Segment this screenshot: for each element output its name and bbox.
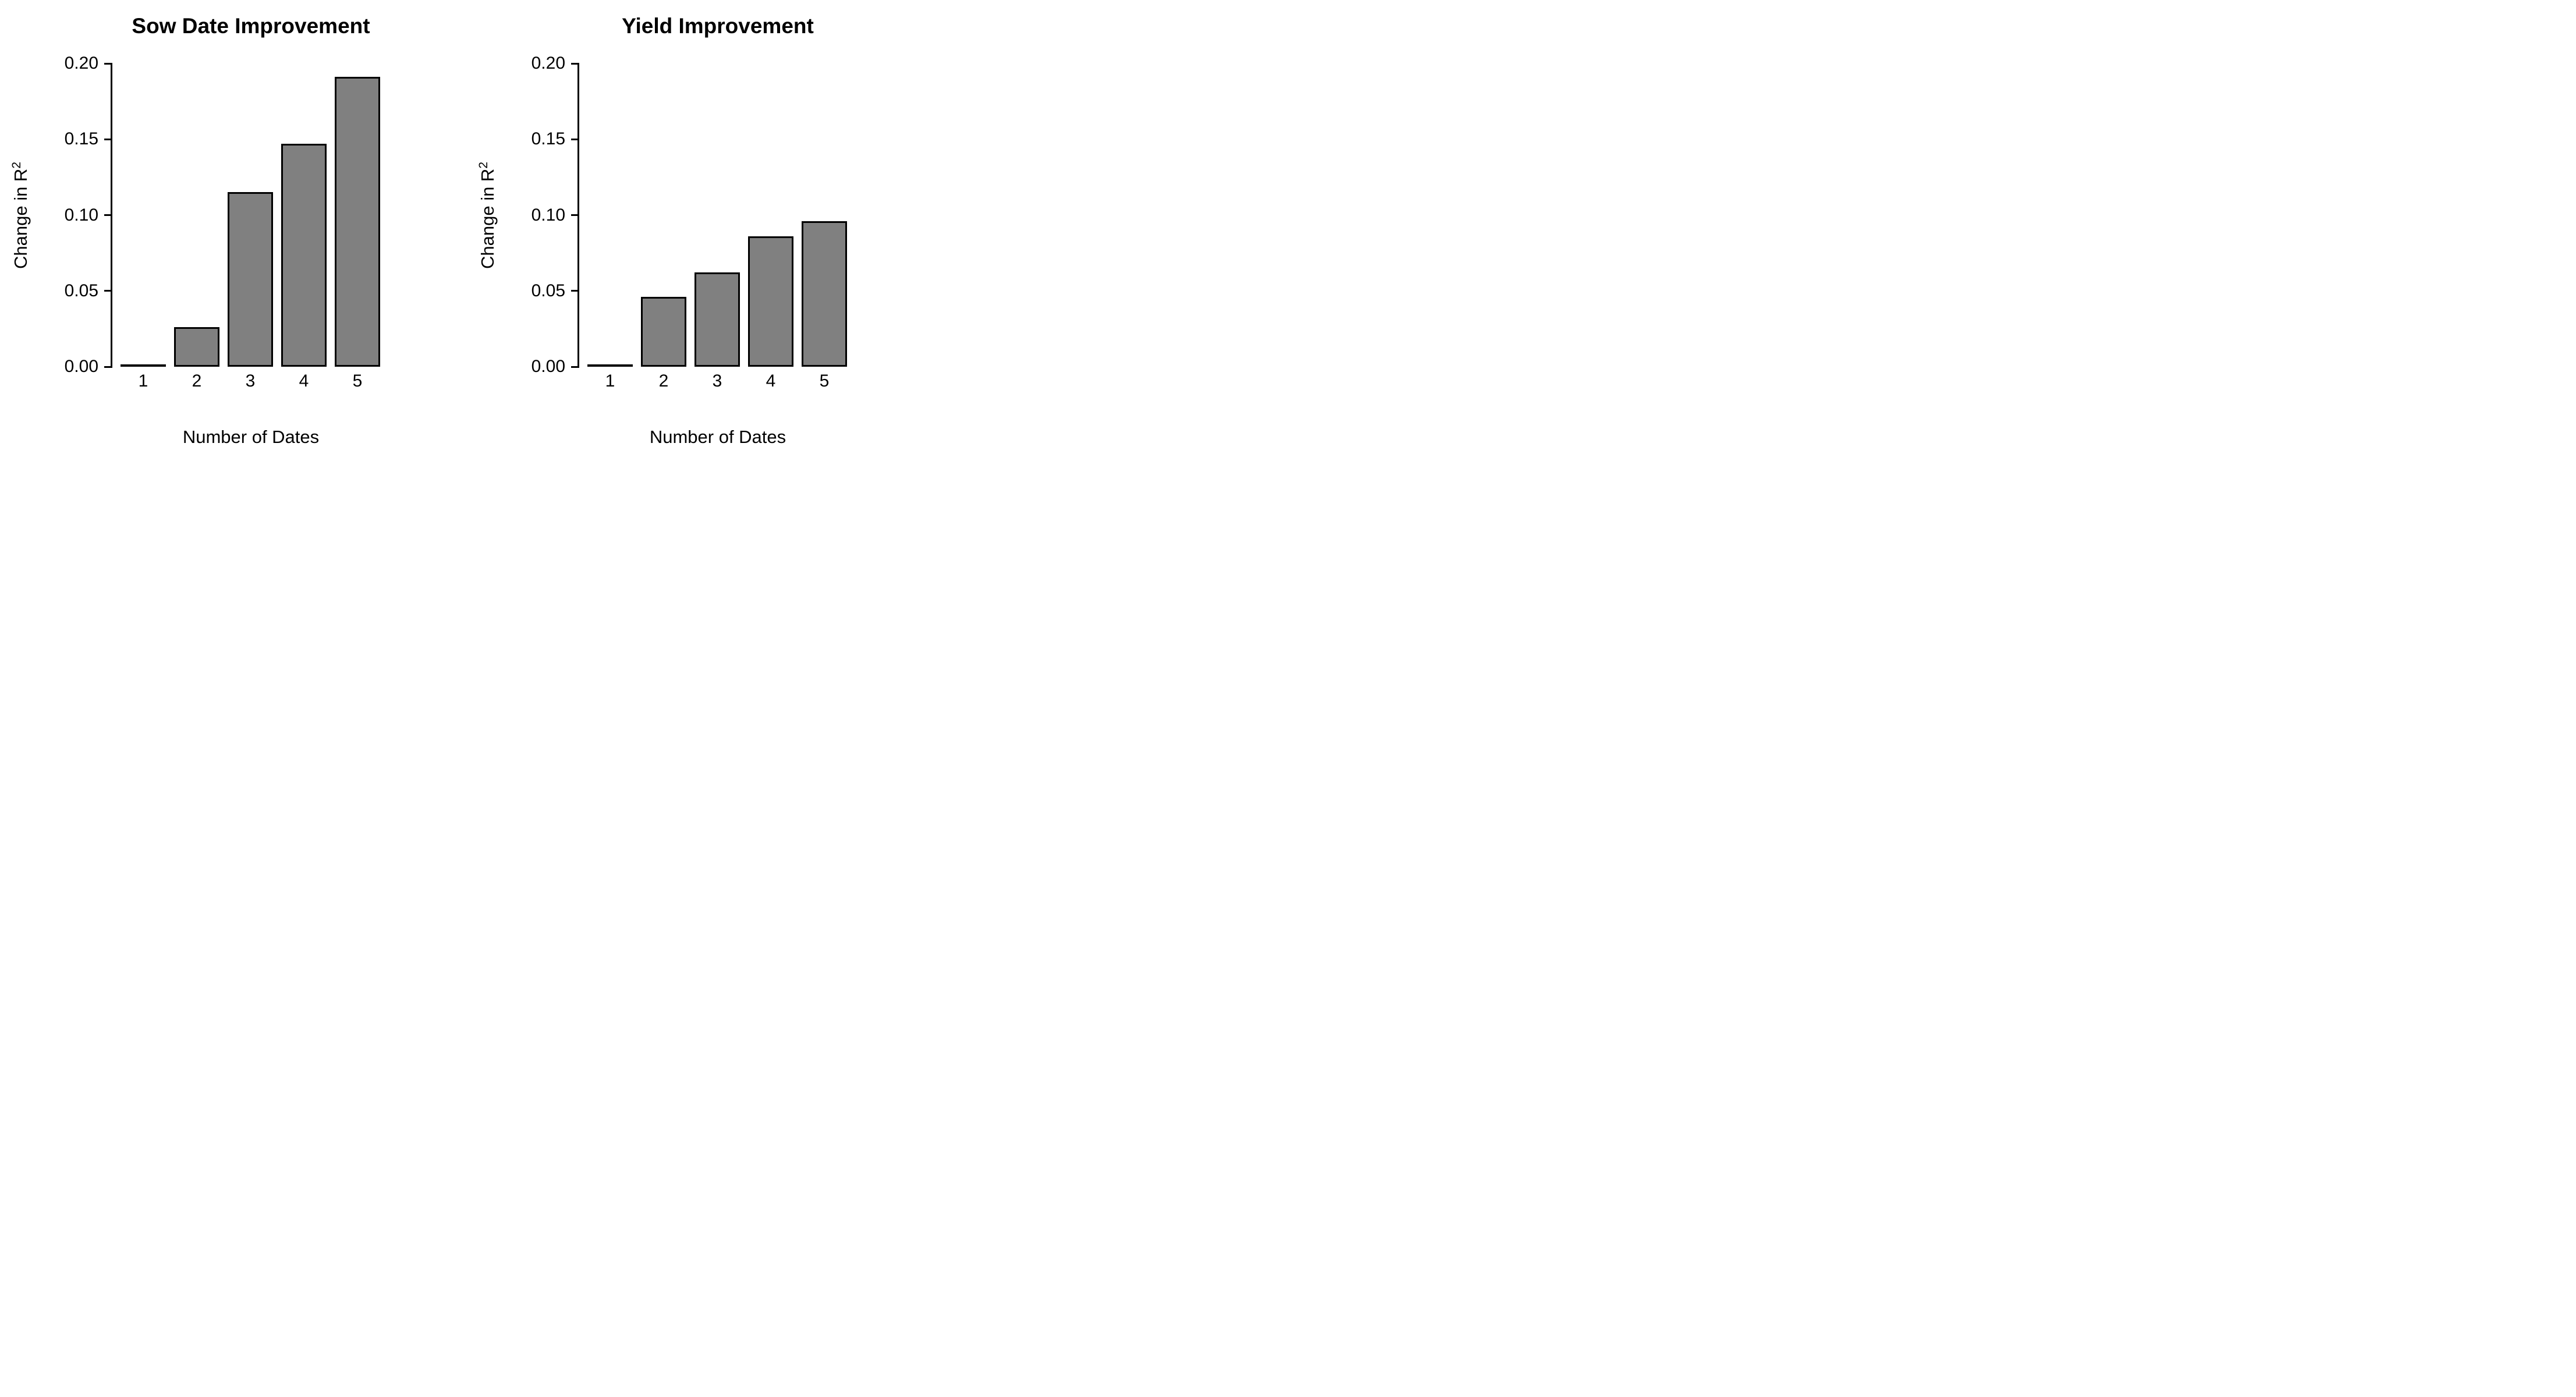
y-tick-label: 0.00 (64, 357, 98, 376)
x-tick-label: 2 (192, 371, 202, 391)
plot-area: Change in R2 0.00 0.05 0.10 0.15 0.20 1 2 3 4 5 (10, 55, 393, 390)
y-axis-label: Change in R2 (9, 161, 31, 269)
chart-title: Sow Date Improvement (132, 14, 370, 38)
y-tick-label: 0.00 (531, 357, 565, 376)
y-tick-label: 0.10 (531, 205, 565, 225)
y-tick (571, 366, 579, 368)
y-tick (571, 290, 579, 292)
bar (174, 327, 219, 367)
y-tick (571, 214, 579, 216)
x-tick-label: 3 (245, 371, 256, 391)
y-tick (571, 62, 579, 65)
figure: Sow Date Improvement Change in R2 0.00 0.… (0, 0, 859, 466)
y-axis-label-superscript: 2 (476, 161, 490, 169)
chart-yield-improvement: Yield Improvement Change in R2 0.00 0.05 0… (429, 0, 859, 466)
bar (748, 236, 793, 367)
y-tick (104, 138, 112, 140)
y-tick-label: 0.20 (64, 54, 98, 73)
bar (695, 272, 740, 367)
y-tick-label: 0.05 (64, 281, 98, 300)
bar (641, 297, 686, 367)
y-axis-label-superscript: 2 (9, 161, 23, 169)
y-tick (104, 290, 112, 292)
x-tick-label: 3 (712, 371, 722, 391)
y-tick (571, 138, 579, 140)
bar (335, 77, 380, 367)
chart-title: Yield Improvement (622, 14, 814, 38)
bar (587, 364, 633, 367)
x-axis-label: Number of Dates (182, 427, 320, 447)
bar (281, 144, 327, 367)
y-tick (104, 62, 112, 65)
y-tick-label: 0.15 (531, 129, 565, 149)
y-tick-label: 0.05 (531, 281, 565, 300)
y-tick-label: 0.15 (64, 129, 98, 149)
bar (228, 192, 273, 367)
bar (802, 221, 847, 367)
plot-area: Change in R2 0.00 0.05 0.10 0.15 0.20 1 2 3 4 5 (477, 55, 859, 390)
chart-sow-date-improvement: Sow Date Improvement Change in R2 0.00 0.… (0, 0, 429, 466)
y-axis-label: Change in R2 (476, 161, 498, 269)
x-tick-label: 5 (819, 371, 830, 391)
x-tick-label: 2 (658, 371, 669, 391)
y-tick (104, 366, 112, 368)
x-tick-label: 5 (352, 371, 363, 391)
y-tick-label: 0.10 (64, 205, 98, 225)
y-tick-label: 0.20 (531, 54, 565, 73)
x-tick-label: 4 (766, 371, 776, 391)
x-tick-label: 1 (605, 371, 615, 391)
x-tick-label: 1 (138, 371, 148, 391)
y-tick (104, 214, 112, 216)
x-tick-label: 4 (299, 371, 309, 391)
bar (121, 364, 166, 367)
x-axis-label: Number of Dates (649, 427, 786, 447)
